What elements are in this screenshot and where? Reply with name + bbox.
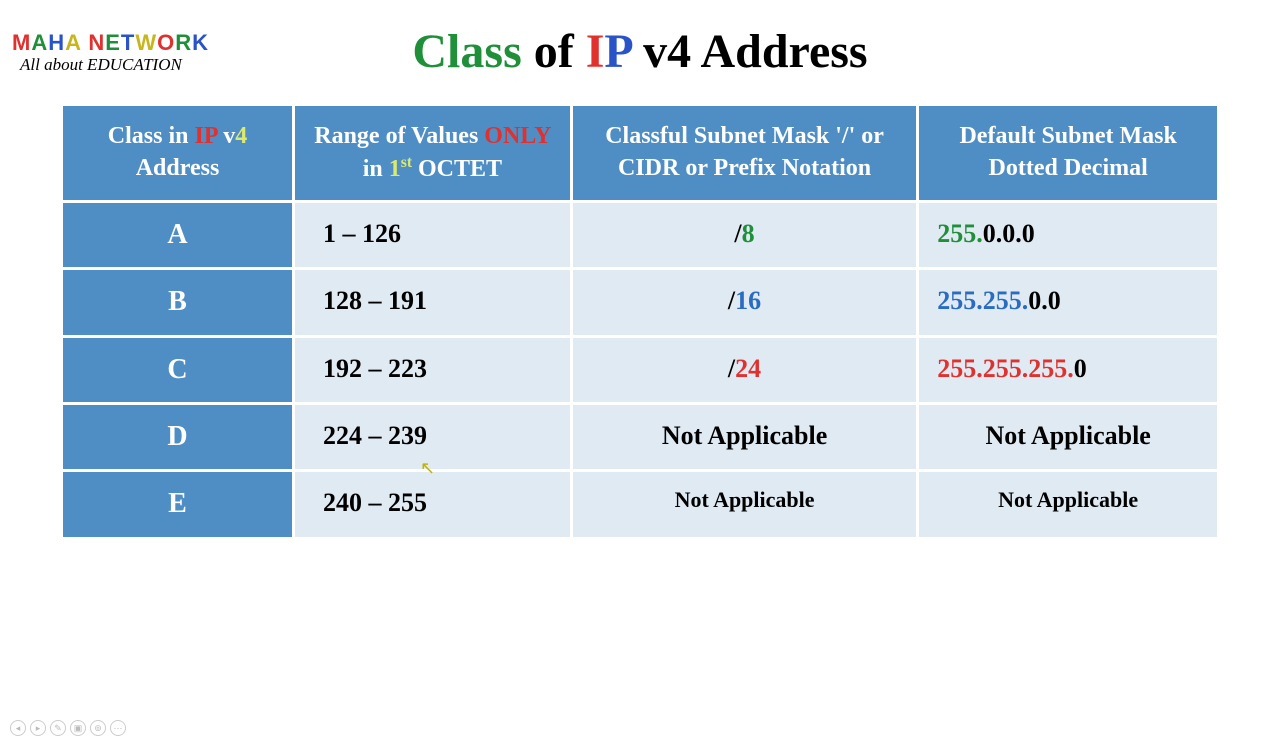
mask-cell: 255.255.0.0 xyxy=(919,270,1217,334)
table-header: Default Subnet Mask Dotted Decimal xyxy=(919,106,1217,200)
cidr-cell: Not Applicable xyxy=(573,472,917,536)
range-cell: 224 – 239 xyxy=(295,405,570,469)
logo-subtitle: All about EDUCATION xyxy=(12,56,209,73)
logo-letter: A xyxy=(65,30,81,55)
table-row: B128 – 191/16255.255.0.0 xyxy=(63,270,1217,334)
range-cell: 192 – 223 xyxy=(295,338,570,402)
table-header: Class in IP v4 Address xyxy=(63,106,292,200)
class-cell: E xyxy=(63,472,292,536)
presentation-control-icon[interactable]: ✎ xyxy=(50,720,66,736)
class-cell: B xyxy=(63,270,292,334)
presentation-control-icon[interactable]: ▣ xyxy=(70,720,86,736)
logo-letter: T xyxy=(121,30,135,55)
logo-letter: E xyxy=(105,30,121,55)
logo-letter: R xyxy=(175,30,192,55)
range-cell: 128 – 191 xyxy=(295,270,570,334)
cidr-cell: /8 xyxy=(573,203,917,267)
table-header: Classful Subnet Mask '/' or CIDR or Pref… xyxy=(573,106,917,200)
presentation-control-icon[interactable]: ⊚ xyxy=(90,720,106,736)
table-header: Range of Values ONLY in 1st OCTET xyxy=(295,106,570,200)
class-cell: C xyxy=(63,338,292,402)
class-cell: A xyxy=(63,203,292,267)
cidr-cell: /16 xyxy=(573,270,917,334)
class-cell: D xyxy=(63,405,292,469)
title-segment: Class xyxy=(412,25,533,78)
logo-letter: M xyxy=(12,30,31,55)
logo-letter: H xyxy=(48,30,65,55)
logo-letter: W xyxy=(135,30,157,55)
logo-main: MAHA NETWORK xyxy=(12,32,209,54)
cidr-cell: Not Applicable xyxy=(573,405,917,469)
table-row: D224 – 239Not ApplicableNot Applicable xyxy=(63,405,1217,469)
range-cell: 1 – 126 xyxy=(295,203,570,267)
presentation-control-icon[interactable]: ◂ xyxy=(10,720,26,736)
title-segment: Address xyxy=(700,25,867,78)
table-row: E240 – 255Not ApplicableNot Applicable xyxy=(63,472,1217,536)
mask-cell: Not Applicable xyxy=(919,472,1217,536)
mask-cell: Not Applicable xyxy=(919,405,1217,469)
table-row: A1 – 126/8255.0.0.0 xyxy=(63,203,1217,267)
table-row: C192 – 223/24255.255.255.0 xyxy=(63,338,1217,402)
mask-cell: 255.255.255.0 xyxy=(919,338,1217,402)
logo-letter: A xyxy=(31,30,48,55)
presentation-controls: ◂▸✎▣⊚⋯ xyxy=(10,720,126,736)
ip-class-table: Class in IP v4 AddressRange of Values ON… xyxy=(60,103,1220,540)
brand-logo: MAHA NETWORK All about EDUCATION xyxy=(12,32,209,73)
logo-letter: K xyxy=(192,30,209,55)
logo-letter: O xyxy=(157,30,175,55)
cidr-cell: /24 xyxy=(573,338,917,402)
range-cell: 240 – 255 xyxy=(295,472,570,536)
title-segment: v4 xyxy=(643,25,700,78)
logo-letter: N xyxy=(88,30,105,55)
title-segment: P xyxy=(604,25,643,78)
mask-cell: 255.0.0.0 xyxy=(919,203,1217,267)
presentation-control-icon[interactable]: ▸ xyxy=(30,720,46,736)
presentation-control-icon[interactable]: ⋯ xyxy=(110,720,126,736)
title-segment: of xyxy=(534,25,586,78)
title-segment: I xyxy=(586,25,605,78)
